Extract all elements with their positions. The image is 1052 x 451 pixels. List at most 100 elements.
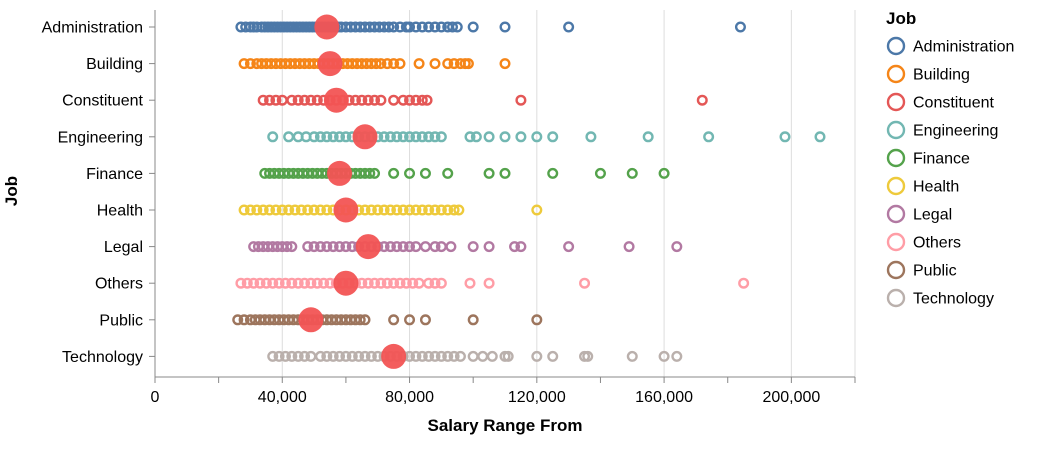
data-point [334, 131, 346, 143]
data-point [734, 21, 746, 33]
data-point [244, 204, 256, 216]
legend-symbol [886, 92, 906, 112]
data-point [467, 350, 479, 362]
data-point [563, 21, 575, 33]
data-point [365, 204, 377, 216]
mean-marker [333, 197, 359, 223]
data-point [281, 241, 293, 253]
legend-title: Job [886, 9, 916, 28]
data-point [388, 94, 400, 106]
legend-label: Administration [913, 39, 1014, 56]
data-point [321, 350, 333, 362]
data-point [273, 277, 285, 289]
legend-symbol [886, 64, 906, 84]
data-point [423, 277, 435, 289]
data-point [515, 241, 527, 253]
data-point [238, 58, 250, 70]
data-point [416, 350, 428, 362]
data-point [369, 94, 381, 106]
data-point [369, 277, 381, 289]
legend-symbol [886, 148, 906, 168]
data-point [448, 58, 460, 70]
data-point [483, 131, 495, 143]
data-point [327, 131, 339, 143]
data-point [416, 94, 428, 106]
data-point [388, 21, 400, 33]
legend-symbol [886, 204, 906, 224]
data-point [447, 21, 459, 33]
data-point [464, 277, 476, 289]
data-point [394, 58, 406, 70]
legend-symbol [886, 36, 906, 56]
data-point [327, 241, 339, 253]
data-point [416, 21, 428, 33]
data-point [365, 350, 377, 362]
data-point [499, 58, 511, 70]
data-point [327, 350, 339, 362]
legend-label: Health [913, 179, 959, 196]
data-point [372, 204, 384, 216]
data-point [585, 131, 597, 143]
data-point [251, 204, 263, 216]
y-tick-label: Legal [104, 239, 143, 256]
data-point [299, 350, 311, 362]
data-point [435, 350, 447, 362]
legend-label: Building [913, 67, 970, 84]
data-point [279, 350, 291, 362]
data-point [626, 167, 638, 179]
x-tick-label: 0 [151, 389, 160, 406]
data-point [404, 204, 416, 216]
data-point [308, 241, 320, 253]
data-point [419, 241, 431, 253]
data-point [451, 21, 463, 33]
data-point [264, 204, 276, 216]
data-point [314, 350, 326, 362]
mean-marker [298, 307, 324, 333]
data-point [404, 314, 416, 326]
data-point [305, 94, 317, 106]
data-point [292, 350, 304, 362]
data-point [483, 241, 495, 253]
data-point [483, 277, 495, 289]
data-point [400, 277, 412, 289]
data-point [286, 277, 298, 289]
data-point [340, 131, 352, 143]
y-tick-label: Constituent [62, 93, 143, 110]
data-point [235, 277, 247, 289]
mean-markers [298, 14, 407, 369]
mean-marker [317, 51, 343, 77]
data-point [594, 167, 606, 179]
data-point [391, 241, 403, 253]
data-point [378, 204, 390, 216]
mean-marker [327, 160, 353, 186]
legend-symbol [886, 176, 906, 196]
data-point [779, 131, 791, 143]
data-point [362, 94, 374, 106]
data-point [340, 241, 352, 253]
data-point [264, 94, 276, 106]
data-point [671, 241, 683, 253]
data-point [388, 314, 400, 326]
mean-marker [381, 343, 407, 369]
data-point [292, 277, 304, 289]
data-point [286, 94, 298, 106]
data-point [531, 131, 543, 143]
legend-symbol [886, 288, 906, 308]
data-point [260, 277, 272, 289]
data-point [413, 58, 425, 70]
data-point [270, 204, 282, 216]
data-point [369, 167, 381, 179]
data-point [477, 350, 489, 362]
data-point [238, 204, 250, 216]
data-point [394, 277, 406, 289]
data-point [286, 350, 298, 362]
data-point [419, 314, 431, 326]
data-point [311, 94, 323, 106]
data-point [397, 131, 409, 143]
data-point [423, 350, 435, 362]
x-axis-title: Salary Range From [428, 416, 583, 435]
data-point [467, 314, 479, 326]
data-point [381, 58, 393, 70]
data-point [299, 277, 311, 289]
